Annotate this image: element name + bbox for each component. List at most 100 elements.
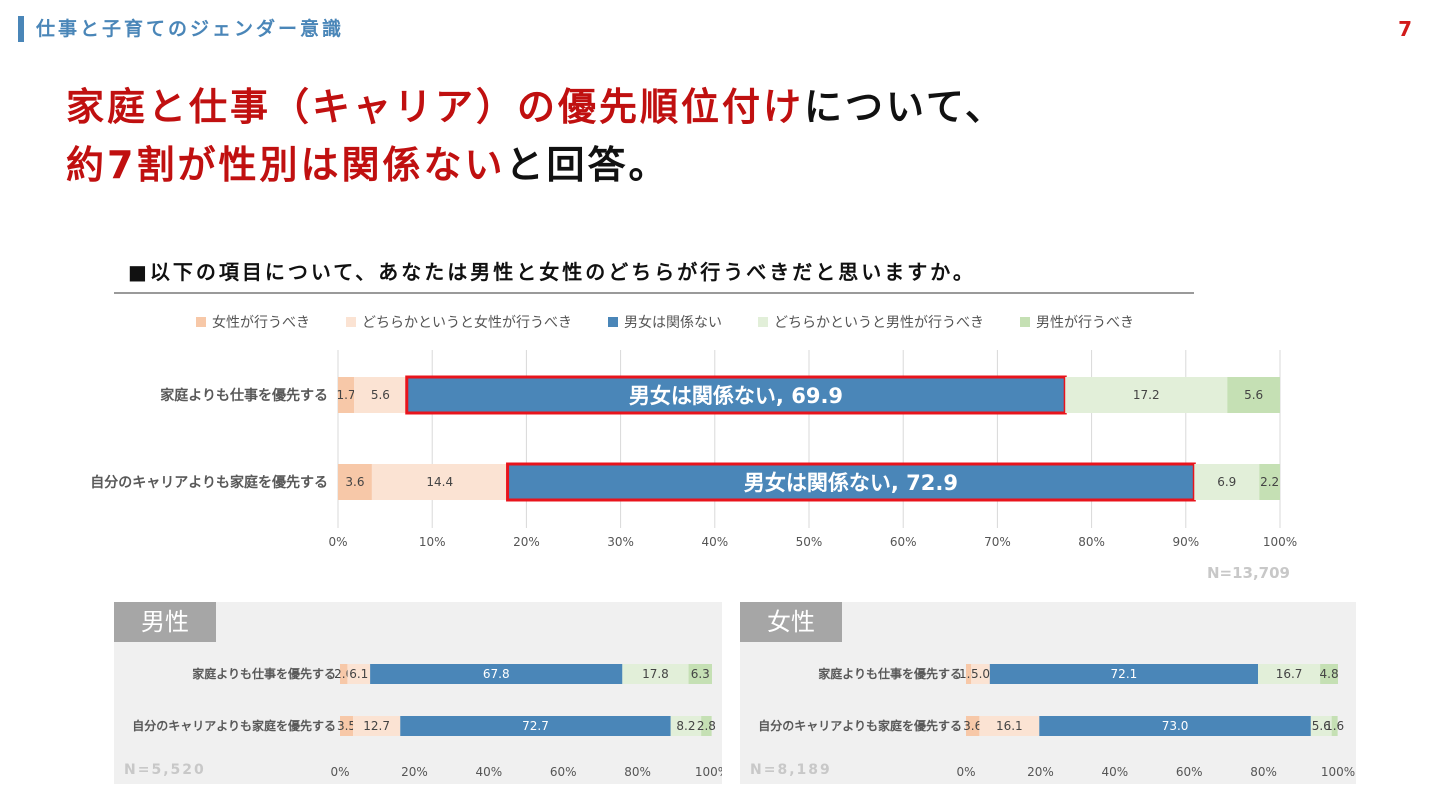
data-label: 5.6 [1312, 719, 1331, 733]
headline-text-2: と回答。 [505, 143, 670, 187]
bar-segment [1259, 464, 1280, 500]
x-tick-label: 40% [1101, 765, 1128, 779]
female-panel-label: 女性 [740, 602, 842, 642]
bar-segment [340, 716, 354, 736]
data-label: 5.0 [971, 667, 990, 681]
legend-label: 男女は関係ない [624, 315, 722, 331]
data-label: 3.6 [345, 475, 364, 489]
legend-label: どちらかというと女性が行うべき [362, 315, 572, 331]
female-panel: 女性 0% 20% 40% 60% 80% 100% 家庭よりも仕事を優先する 1.4 5.0 7… [740, 602, 1356, 784]
x-tick-label: 30% [607, 535, 634, 549]
bar-segment [1320, 664, 1338, 684]
data-label: 4.8 [1320, 667, 1339, 681]
page-number: 7 [1398, 17, 1412, 41]
question-divider [114, 292, 1194, 294]
survey-question: ■以下の項目について、あなたは男性と女性のどちらが行うべきだと思いますか。 [128, 260, 976, 284]
bar-segment [353, 716, 401, 736]
legend-label: 女性が行うべき [212, 315, 310, 331]
legend-label: 男性が行うべき [1036, 315, 1134, 331]
data-label-highlight: 男女は関係ない, 72.9 [744, 471, 958, 495]
legend-swatch [1020, 317, 1030, 327]
data-label: 17.2 [1133, 388, 1160, 402]
legend-swatch [346, 317, 356, 327]
headline-emphasis-1: 家庭と仕事（キャリア）の優先順位付け [66, 85, 805, 129]
bar-segment [971, 664, 990, 684]
data-label: 5.6 [1244, 388, 1263, 402]
male-chart: 0%20%40%60%80%100%家庭よりも仕事を優先する2.06.167.8… [124, 664, 722, 779]
data-label: 1.7 [336, 388, 355, 402]
x-tick-label: 0% [330, 765, 349, 779]
headline-line-2: 約7割が性別は関係ないと回答。 [66, 136, 1006, 194]
x-tick-label: 20% [401, 765, 428, 779]
section-title: 仕事と子育てのジェンダー意識 [36, 18, 345, 40]
x-tick-label: 60% [1176, 765, 1203, 779]
data-label: 72.1 [1111, 667, 1138, 681]
headline-line-1: 家庭と仕事（キャリア）の優先順位付けについて、 [66, 78, 1006, 136]
legend-item: 男性が行うべき [1020, 312, 1134, 332]
category-label: 自分のキャリアよりも家庭を優先する [758, 718, 962, 733]
x-tick-label: 80% [1078, 535, 1105, 549]
bar-segment [688, 664, 712, 684]
bar-segment [1331, 716, 1338, 736]
data-label: 14.4 [426, 475, 453, 489]
headline-emphasis-2: 約7割が性別は関係ない [66, 143, 506, 187]
data-label: 2.2 [1260, 475, 1279, 489]
bar-segment [507, 464, 1195, 500]
bar-segment [338, 464, 372, 500]
data-label: 6.9 [1217, 475, 1236, 489]
legend-label: どちらかというと男性が行うべき [774, 315, 984, 331]
bar-segment [354, 377, 407, 413]
x-tick-label: 60% [890, 535, 917, 549]
x-tick-label: 80% [624, 765, 651, 779]
category-label: 自分のキャリアよりも家庭を優先する [90, 474, 328, 491]
bar-segment [979, 716, 1040, 736]
data-label: 67.8 [483, 667, 510, 681]
male-panel: 男性 0%20%40%60%80%100%家庭よりも仕事を優先する2.06.16… [114, 602, 722, 784]
legend-item: どちらかというと女性が行うべき [346, 312, 572, 332]
legend-item: どちらかというと男性が行うべき [758, 312, 984, 332]
headline: 家庭と仕事（キャリア）の優先順位付けについて、 約7割が性別は関係ないと回答。 [66, 78, 1006, 194]
x-tick-label: 40% [701, 535, 728, 549]
data-label: 6.3 [691, 667, 710, 681]
male-panel-label: 男性 [114, 602, 216, 642]
bar-segment [1194, 464, 1260, 500]
legend-swatch [608, 317, 618, 327]
bar-segment [371, 464, 508, 500]
x-tick-label: 80% [1250, 765, 1277, 779]
sample-size-note: N=13,709 [1207, 564, 1290, 582]
bar-segment [338, 377, 355, 413]
sample-size-note: N=8,189 [750, 762, 832, 778]
x-tick-label: 100% [1321, 765, 1355, 779]
data-label: 2.8 [697, 719, 716, 733]
bar-segment [966, 664, 972, 684]
bar-segment [966, 716, 980, 736]
data-label: 12.7 [363, 719, 390, 733]
data-label: 6.1 [349, 667, 368, 681]
bar-segment [347, 664, 371, 684]
bar-segment [370, 664, 623, 684]
data-label: 17.8 [642, 667, 669, 681]
header-accent-bar [18, 16, 24, 42]
x-tick-label: 50% [796, 535, 823, 549]
x-tick-label: 10% [419, 535, 446, 549]
data-label: 3.5 [337, 719, 356, 733]
data-label: 1.6 [1325, 719, 1344, 733]
x-tick-label: 60% [550, 765, 577, 779]
bar-segment [1227, 377, 1280, 413]
x-tick-label: 40% [475, 765, 502, 779]
bar-segment [1065, 377, 1228, 413]
bar-segment [1258, 664, 1321, 684]
data-label: 5.6 [371, 388, 390, 402]
legend-item: 女性が行うべき [196, 312, 310, 332]
bar-segment [340, 664, 348, 684]
x-tick-label: 70% [984, 535, 1011, 549]
bar-segment [1310, 716, 1332, 736]
chart-legend: 女性が行うべき どちらかというと女性が行うべき 男女は関係ない どちらかというと… [196, 312, 1170, 332]
data-label: 3.6 [963, 719, 982, 733]
data-label: 16.1 [996, 719, 1023, 733]
data-label: 16.7 [1276, 667, 1303, 681]
category-label: 家庭よりも仕事を優先する [818, 666, 962, 681]
main-chart: 0% 10% 20% 30% 40% 50% 60% 70% 80% 90% 100% 家庭よりも仕事… [90, 350, 1297, 582]
legend-swatch [196, 317, 206, 327]
